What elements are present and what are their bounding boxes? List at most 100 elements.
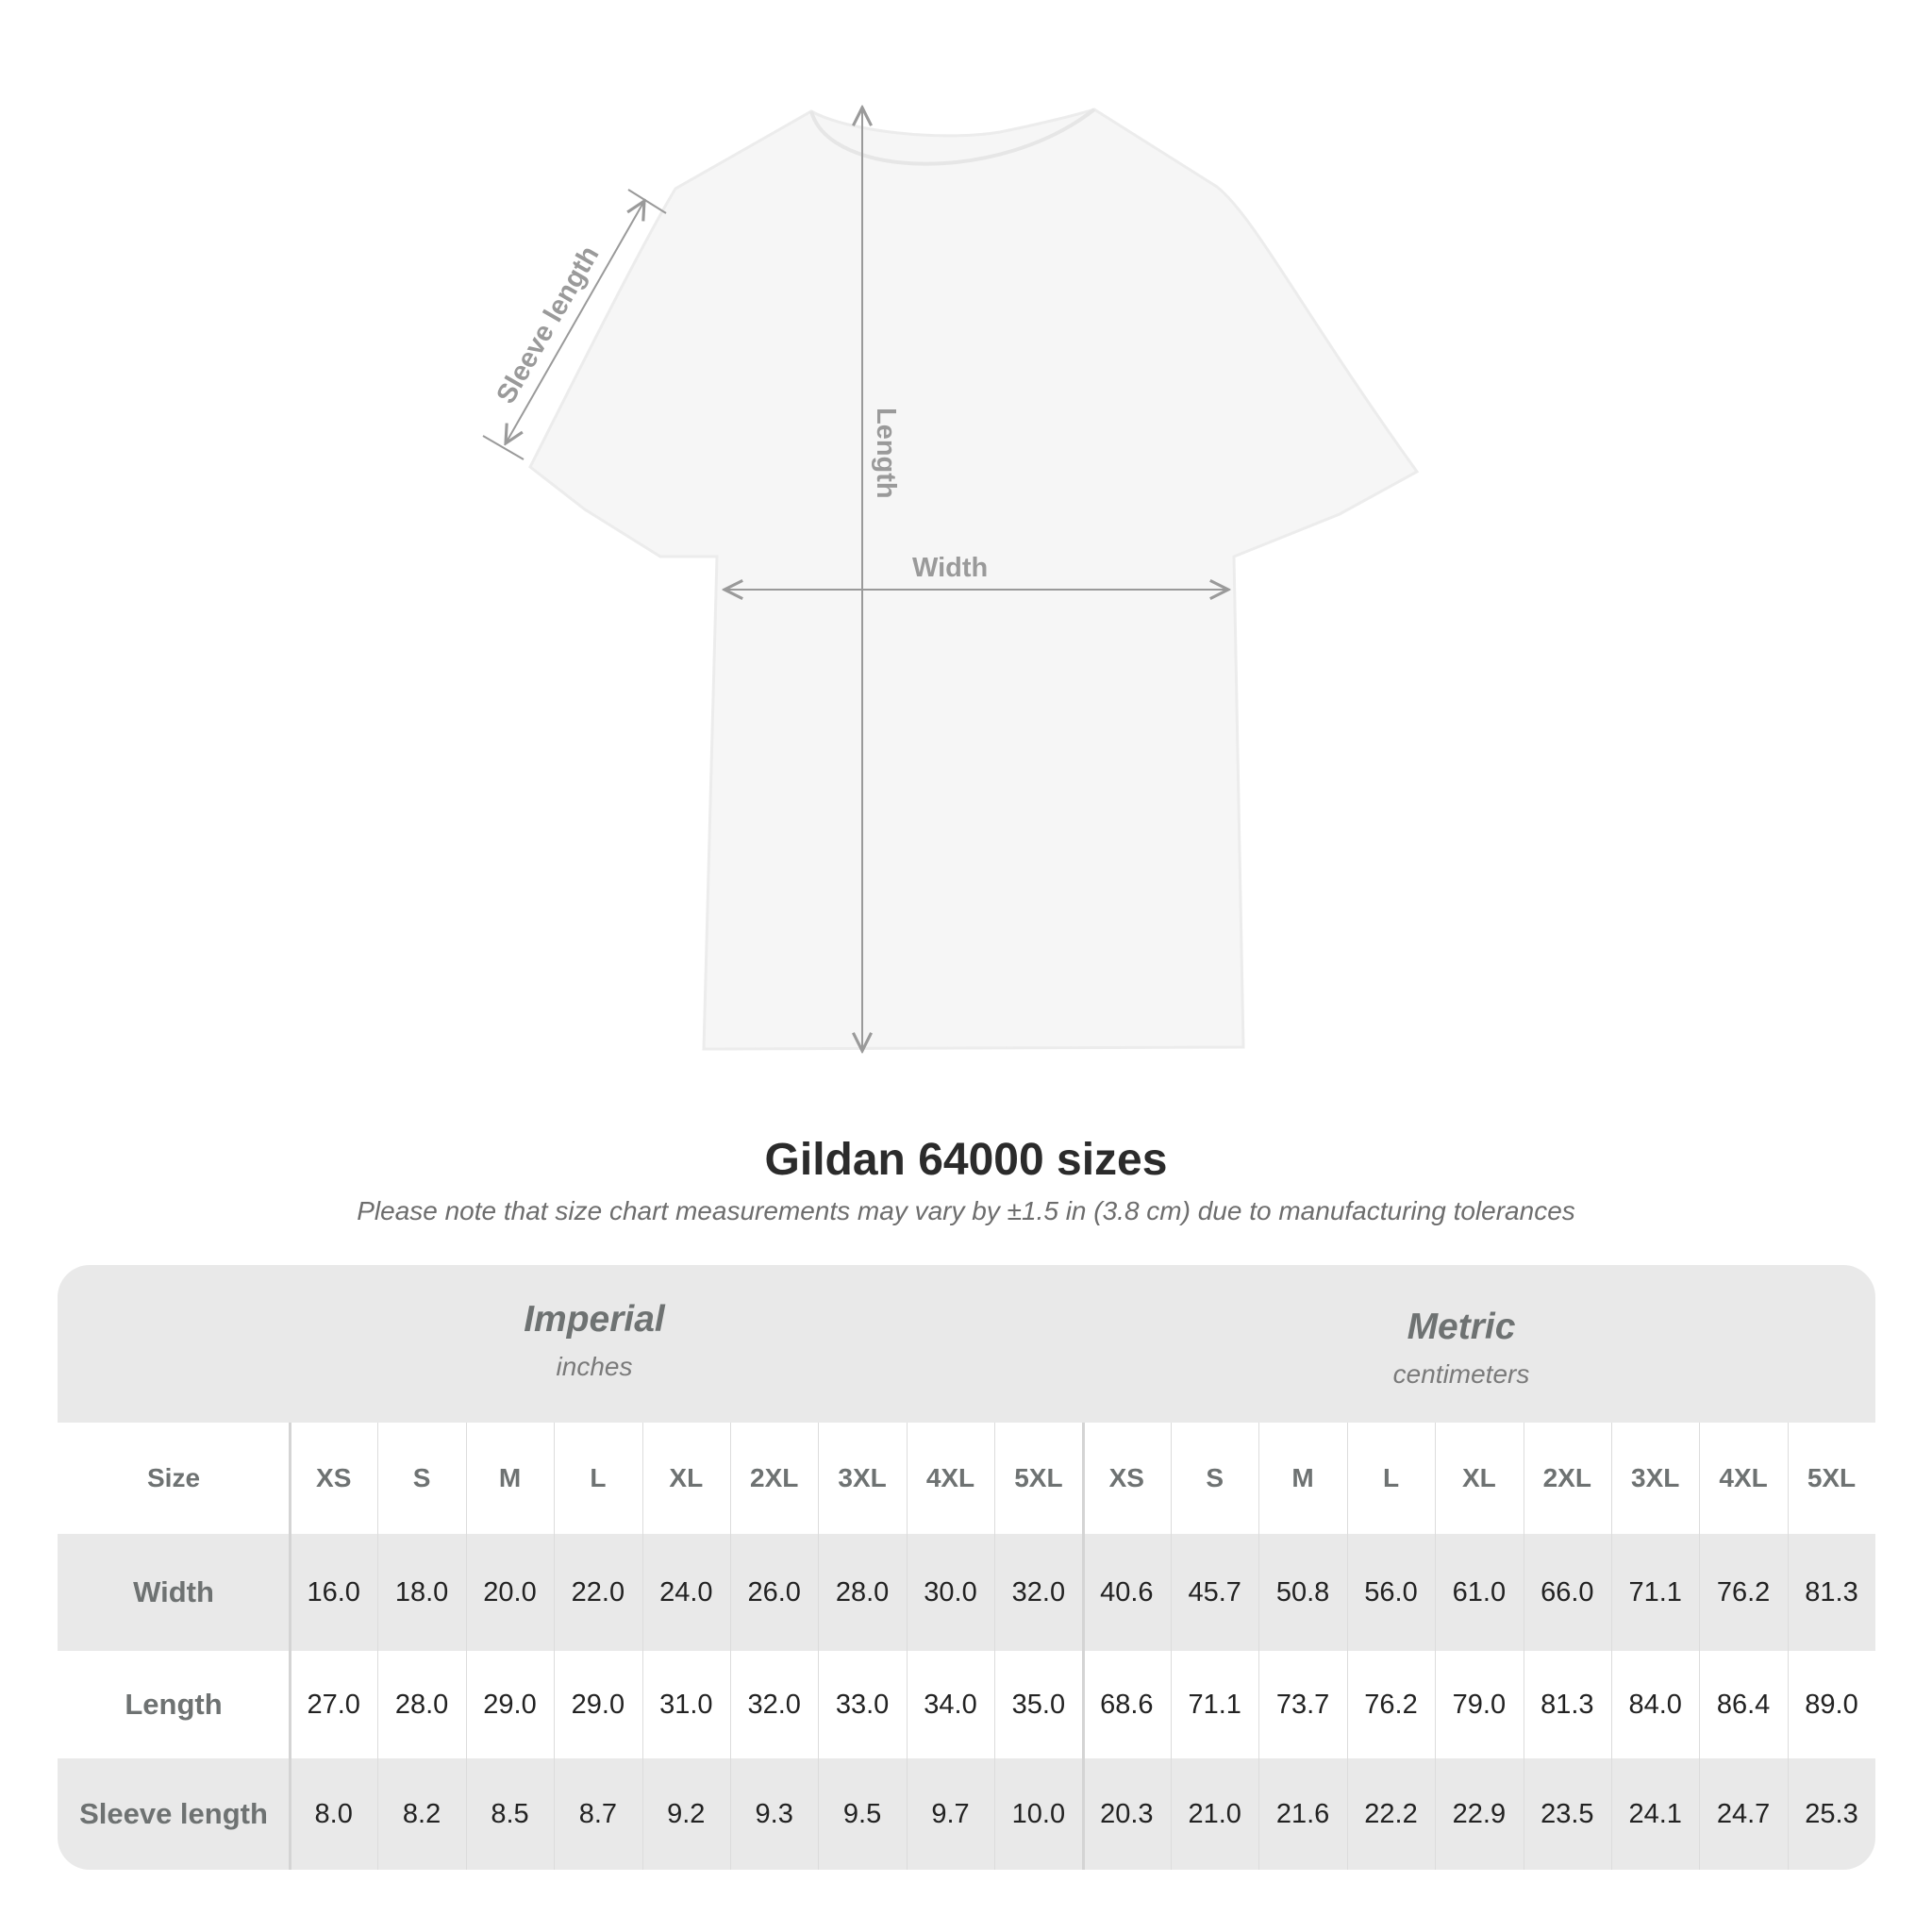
metric-value-cell: 45.7	[1188, 1576, 1241, 1607]
column-divider	[377, 1423, 379, 1870]
imperial-title: Imperial	[524, 1299, 665, 1340]
size-header-imperial: S	[412, 1463, 431, 1492]
size-header-imperial: L	[590, 1463, 607, 1492]
metric-value-cell: 24.1	[1628, 1798, 1682, 1829]
imperial-value-cell: 33.0	[835, 1689, 890, 1720]
column-divider	[465, 1423, 467, 1870]
column-divider	[1258, 1423, 1260, 1870]
column-divider	[994, 1423, 996, 1870]
imperial-value-cell: 35.0	[1011, 1689, 1066, 1720]
length-label: Length	[871, 408, 901, 499]
column-divider	[554, 1423, 556, 1870]
metric-value-cell: 24.7	[1716, 1798, 1771, 1829]
metric-unit: centimeters	[1392, 1359, 1530, 1389]
imperial-value-cell: 8.0	[314, 1798, 353, 1829]
row-label: Width	[133, 1575, 214, 1608]
metric-header: Metric centimeters	[1178, 1307, 1744, 1390]
row-label: Sleeve length	[79, 1797, 268, 1830]
metric-value-cell: 89.0	[1805, 1689, 1858, 1720]
imperial-value-cell: 28.0	[835, 1576, 890, 1607]
column-divider	[1171, 1423, 1172, 1870]
metric-value-cell: 81.3	[1805, 1576, 1858, 1607]
column-divider	[1346, 1423, 1348, 1870]
size-row-label: Size	[146, 1463, 201, 1492]
tolerance-note: Please note that size chart measurements…	[357, 1196, 1575, 1225]
size-header-metric: L	[1382, 1463, 1400, 1492]
imperial-value-cell: 24.0	[659, 1576, 713, 1607]
metric-value-cell: 20.3	[1100, 1798, 1154, 1829]
metric-value-cell: 21.6	[1275, 1798, 1330, 1829]
size-header-metric: XL	[1461, 1463, 1496, 1492]
imperial-header: Imperial inches	[311, 1299, 877, 1382]
imperial-value-cell: 9.5	[842, 1798, 882, 1829]
metric-value-cell: 66.0	[1541, 1576, 1594, 1607]
metric-value-cell: 84.0	[1628, 1689, 1682, 1720]
width-label: Width	[912, 553, 988, 583]
imperial-value-cell: 8.2	[402, 1798, 441, 1829]
metric-value-cell: 25.3	[1805, 1798, 1858, 1829]
metric-value-cell: 73.7	[1275, 1689, 1330, 1720]
row-band-width	[58, 1534, 1875, 1651]
size-header-imperial: M	[498, 1463, 522, 1492]
metric-value-cell: 61.0	[1452, 1576, 1507, 1607]
row-label: Length	[125, 1688, 223, 1721]
imperial-value-cell: 30.0	[924, 1576, 977, 1607]
column-divider	[730, 1423, 731, 1870]
column-divider	[818, 1423, 820, 1870]
size-header-imperial: XL	[669, 1463, 704, 1492]
metric-value-cell: 68.6	[1100, 1689, 1154, 1720]
metric-value-cell: 76.2	[1364, 1689, 1418, 1720]
row-band-sleeve	[58, 1758, 1875, 1870]
size-header-metric: 5XL	[1807, 1463, 1857, 1492]
imperial-value-cell: 29.0	[483, 1689, 537, 1720]
imperial-value-cell: 32.0	[747, 1689, 801, 1720]
imperial-value-cell: 29.0	[571, 1689, 625, 1720]
metric-value-cell: 71.1	[1188, 1689, 1241, 1720]
imperial-value-cell: 22.0	[571, 1576, 625, 1607]
imperial-value-cell: 16.0	[307, 1576, 360, 1607]
column-divider	[1699, 1423, 1701, 1870]
size-header-metric: 3XL	[1631, 1463, 1680, 1492]
sleeve-measure-line	[506, 201, 644, 443]
size-header-imperial: XS	[316, 1463, 352, 1492]
column-divider	[641, 1423, 643, 1870]
metric-value-cell: 21.0	[1188, 1798, 1241, 1829]
column-divider	[906, 1423, 908, 1870]
size-header-metric: XS	[1108, 1463, 1144, 1492]
imperial-value-cell: 28.0	[394, 1689, 449, 1720]
size-header-metric: S	[1206, 1463, 1224, 1492]
metric-value-cell: 76.2	[1716, 1576, 1771, 1607]
imperial-value-cell: 32.0	[1011, 1576, 1066, 1607]
metric-value-cell: 22.2	[1364, 1798, 1418, 1829]
column-divider	[1611, 1423, 1612, 1870]
imperial-value-cell: 9.7	[931, 1798, 970, 1829]
imperial-value-cell: 34.0	[924, 1689, 977, 1720]
imperial-value-cell: 8.7	[578, 1798, 618, 1829]
metric-value-cell: 71.1	[1628, 1576, 1682, 1607]
size-header-imperial: 4XL	[925, 1463, 975, 1492]
column-divider	[289, 1423, 291, 1870]
size-header-metric: 2XL	[1542, 1463, 1591, 1492]
size-header-metric: 4XL	[1719, 1463, 1768, 1492]
metric-value-cell: 56.0	[1364, 1576, 1418, 1607]
imperial-value-cell: 31.0	[659, 1689, 713, 1720]
metric-value-cell: 40.6	[1100, 1576, 1154, 1607]
imperial-value-cell: 26.0	[747, 1576, 801, 1607]
imperial-value-cell: 9.3	[755, 1798, 793, 1829]
imperial-value-cell: 18.0	[394, 1576, 449, 1607]
metric-title: Metric	[1407, 1307, 1516, 1347]
size-header-imperial: 3XL	[838, 1463, 887, 1492]
page-title: Gildan 64000 sizes	[764, 1135, 1168, 1185]
imperial-value-cell: 8.5	[491, 1798, 529, 1829]
size-header-imperial: 2XL	[750, 1463, 799, 1492]
imperial-value-cell: 27.0	[307, 1689, 360, 1720]
column-divider	[1787, 1423, 1789, 1870]
size-chart-table: Imperial inches Metric centimeters Size X…	[58, 1265, 1875, 1870]
metric-value-cell: 86.4	[1716, 1689, 1771, 1720]
imperial-value-cell: 9.2	[667, 1798, 706, 1829]
imperial-unit: inches	[556, 1352, 633, 1381]
column-divider	[1081, 1423, 1085, 1870]
imperial-value-cell: 20.0	[483, 1576, 537, 1607]
column-divider	[1435, 1423, 1437, 1870]
tshirt-diagram: Sleeve length Length Width	[482, 0, 1420, 1094]
